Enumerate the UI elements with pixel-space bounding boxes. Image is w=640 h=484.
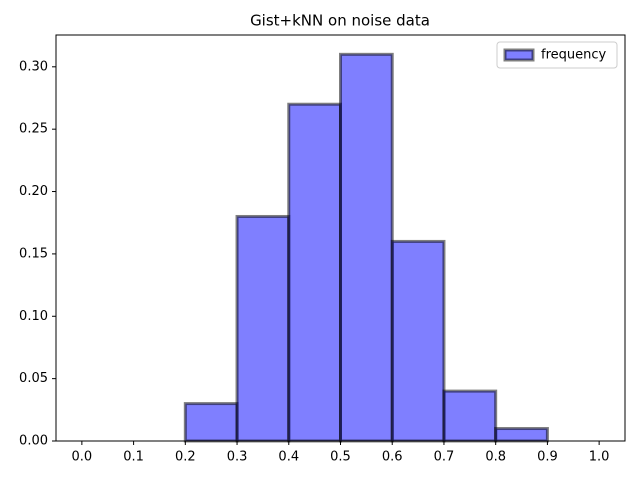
x-tick-label: 0.0 [72,450,93,465]
x-tick-label: 0.3 [227,450,248,465]
x-tick-label: 0.5 [330,450,351,465]
y-tick-label: 0.30 [19,59,48,74]
bar [183,402,239,443]
chart-title: Gist+kNN on noise data [250,12,430,30]
y-tick-label: 0.20 [19,184,48,199]
x-tick-label: 0.2 [175,450,196,465]
x-tick-label: 0.4 [278,450,299,465]
y-tick-label: 0.00 [19,434,48,449]
x-tick-label: 0.8 [485,450,506,465]
y-tick-label: 0.05 [19,371,48,386]
x-tick-label: 0.9 [537,450,558,465]
y-tick-label: 0.25 [19,122,48,137]
x-tick-label: 0.6 [382,450,403,465]
x-tick-label: 0.7 [434,450,455,465]
y-tick-label: 0.10 [19,309,48,324]
x-tick-label: 1.0 [589,450,610,465]
bar [494,427,549,443]
bar [390,239,446,443]
bar [235,214,291,443]
y-tick-label: 0.15 [19,246,48,261]
x-tick-label: 0.1 [123,450,144,465]
bar [442,389,498,443]
bar [287,102,343,443]
bar [339,52,394,443]
legend-label: frequency [541,48,607,63]
legend-swatch [503,48,535,62]
